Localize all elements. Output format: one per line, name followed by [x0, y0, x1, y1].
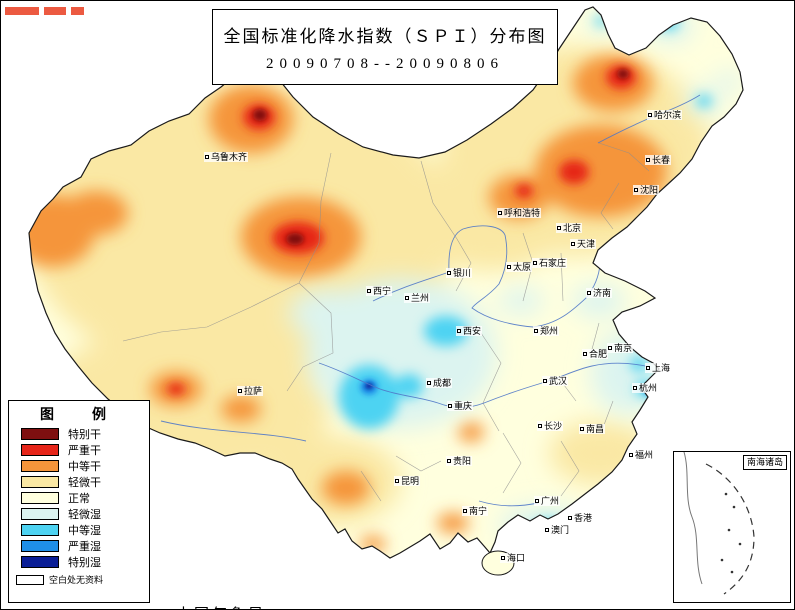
- no-data-label: 空白处无资料: [49, 575, 104, 585]
- legend-row: 轻微干: [9, 474, 149, 490]
- credit-agency: 中国气象局: [176, 605, 284, 609]
- map-date-range: 20090708--20090806: [266, 55, 504, 72]
- legend-swatch: [21, 508, 59, 520]
- legend-label: 严重干: [68, 445, 101, 457]
- legend-row: 中等湿: [9, 522, 149, 538]
- inset-map: [683, 452, 755, 595]
- legend-swatch: [21, 444, 59, 456]
- legend-label: 轻微干: [68, 477, 101, 489]
- corner-red-stamp-block: [71, 7, 84, 15]
- no-data-swatch: [16, 574, 44, 585]
- legend-label: 特别干: [68, 429, 101, 441]
- inset-islands: [720, 492, 742, 574]
- legend-label: 中等湿: [68, 525, 101, 537]
- legend-label: 轻微湿: [68, 509, 101, 521]
- inset-label: 南海诸岛: [742, 455, 787, 470]
- corner-red-stamp-block: [44, 7, 66, 15]
- credits: 中国气象局 国家气候中心: [176, 563, 284, 609]
- legend-row: 严重干: [9, 442, 149, 458]
- legend-row: 严重湿: [9, 538, 149, 554]
- nine-dash-line: [705, 463, 755, 595]
- legend-label: 正常: [68, 493, 90, 505]
- legend-row: 中等干: [9, 458, 149, 474]
- south-china-sea-inset: 南海诸岛: [673, 451, 791, 603]
- legend-label: 严重湿: [68, 541, 101, 553]
- legend-row: 轻微湿: [9, 506, 149, 522]
- legend-row: 特别湿: [9, 554, 149, 570]
- legend-footnote: 空白处无资料: [9, 572, 149, 587]
- rivers: [160, 94, 701, 507]
- legend-swatch: [21, 428, 59, 440]
- legend-label: 特别湿: [68, 557, 101, 569]
- legend-label: 中等干: [68, 461, 101, 473]
- legend: 图 例 特别干严重干中等干轻微干正常轻微湿中等湿严重湿特别湿 空白处无资料: [8, 400, 150, 603]
- inset-coastline: [683, 452, 703, 585]
- hainan-island: [481, 550, 515, 576]
- legend-swatch: [21, 476, 59, 488]
- legend-swatch: [21, 492, 59, 504]
- legend-swatch: [21, 460, 59, 472]
- corner-red-stamp: [5, 7, 84, 15]
- legend-swatch: [21, 556, 59, 568]
- china-outline: [28, 6, 744, 559]
- map-title-box: 全国标准化降水指数（ＳＰＩ）分布图 20090708--20090806: [212, 9, 558, 85]
- legend-swatch: [21, 540, 59, 552]
- legend-rows: 特别干严重干中等干轻微干正常轻微湿中等湿严重湿特别湿: [9, 426, 149, 570]
- legend-row: 正常: [9, 490, 149, 506]
- legend-title: 图 例: [40, 408, 118, 423]
- legend-swatch: [21, 524, 59, 536]
- legend-row: 特别干: [9, 426, 149, 442]
- corner-red-stamp-block: [5, 7, 39, 15]
- map-title: 全国标准化降水指数（ＳＰＩ）分布图: [223, 26, 547, 46]
- province-borders: [122, 142, 650, 502]
